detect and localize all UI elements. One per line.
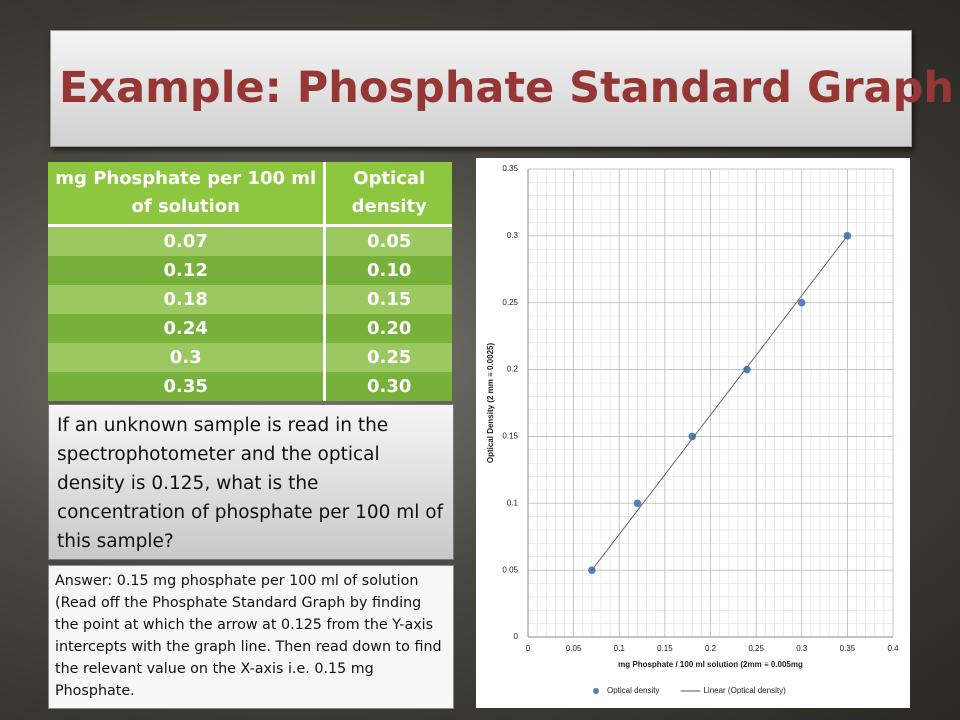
legend-marker <box>593 688 599 694</box>
legend-label: Optical density <box>607 686 659 695</box>
data-point <box>797 298 806 307</box>
data-point <box>743 365 751 374</box>
chart: 0 0.05 0.1 0.15 0.2 0.25 0.3 0.35 0.4 0 0.05 0.1 0.1… <box>476 158 910 708</box>
table-row: 0.07 0.05 <box>48 225 452 256</box>
question: If an unknown sample is read in the spec… <box>48 404 454 560</box>
data-point <box>588 566 596 574</box>
table-cell: 0.12 <box>48 256 325 285</box>
y-axis-title: Optical Density (2 mm ≡ 0.0025) <box>486 343 495 464</box>
legend-label: Linear (Optical density) <box>703 686 786 695</box>
y-tick-label: 0.15 <box>502 432 518 441</box>
y-tick-label: 0.25 <box>502 298 518 307</box>
x-tick-label: 0.15 <box>657 644 673 653</box>
table-cell: 0.07 <box>48 225 325 256</box>
trend-line <box>591 235 848 571</box>
table-cell: 0.10 <box>323 256 452 285</box>
table-cell: 0.35 <box>48 372 325 401</box>
x-tick-label: 0.3 <box>796 644 808 653</box>
table-cell: 0.25 <box>323 343 452 372</box>
table-row: 0.12 0.10 <box>48 256 452 285</box>
x-axis-title: mg Phosphate / 100 ml solution (2mm ≡ 0.… <box>618 660 803 669</box>
x-tick-label: 0.35 <box>840 644 856 653</box>
y-tick-label: 0.1 <box>507 498 519 507</box>
table-cell: 0.30 <box>323 372 452 401</box>
x-tick-label: 0 <box>526 644 531 653</box>
x-tick-label: 0.25 <box>748 644 764 653</box>
table-cell: 0.3 <box>48 343 325 372</box>
x-tick-label: 0.2 <box>705 644 717 653</box>
x-tick-label: 0.05 <box>566 644 582 653</box>
table-cell: 0.15 <box>323 285 452 314</box>
x-tick-label: 0.4 <box>887 644 899 653</box>
answer: Answer: 0.15 mg phosphate per 100 ml of … <box>48 565 454 709</box>
header-cell: mg Phosphate per 100 ml of solution <box>48 162 325 227</box>
table-row: 0.35 0.30 <box>48 372 452 401</box>
y-tick-label: 0.35 <box>502 164 518 173</box>
x-tick-label: 0.1 <box>614 644 626 653</box>
table-cell: 0.20 <box>323 314 452 343</box>
data-point <box>688 432 697 441</box>
y-tick-label: 0.2 <box>507 365 519 374</box>
title-box: Example: Phosphate Standard Graph <box>50 30 954 147</box>
y-tick-label: 0 <box>514 632 519 641</box>
table-cell: 0.18 <box>48 285 325 314</box>
table-row: 0.18 0.15 <box>48 285 452 314</box>
y-tick-label: 0.05 <box>502 565 518 574</box>
table-cell: 0.05 <box>323 225 452 256</box>
table-cell: 0.24 <box>48 314 325 343</box>
data-point <box>633 499 642 508</box>
data-table: mg Phosphate per 100 ml of solution Optic… <box>48 162 452 401</box>
table-row: 0.24 0.20 <box>48 314 452 343</box>
table-row: 0.3 0.25 <box>48 343 452 372</box>
y-tick-label: 0.3 <box>507 231 519 240</box>
slide-title: Example: Phosphate Standard Graph <box>59 63 954 113</box>
header-row: mg Phosphate per 100 ml of solution Optic… <box>48 162 452 227</box>
data-point <box>843 232 852 240</box>
header-cell: Optical density <box>323 162 452 227</box>
